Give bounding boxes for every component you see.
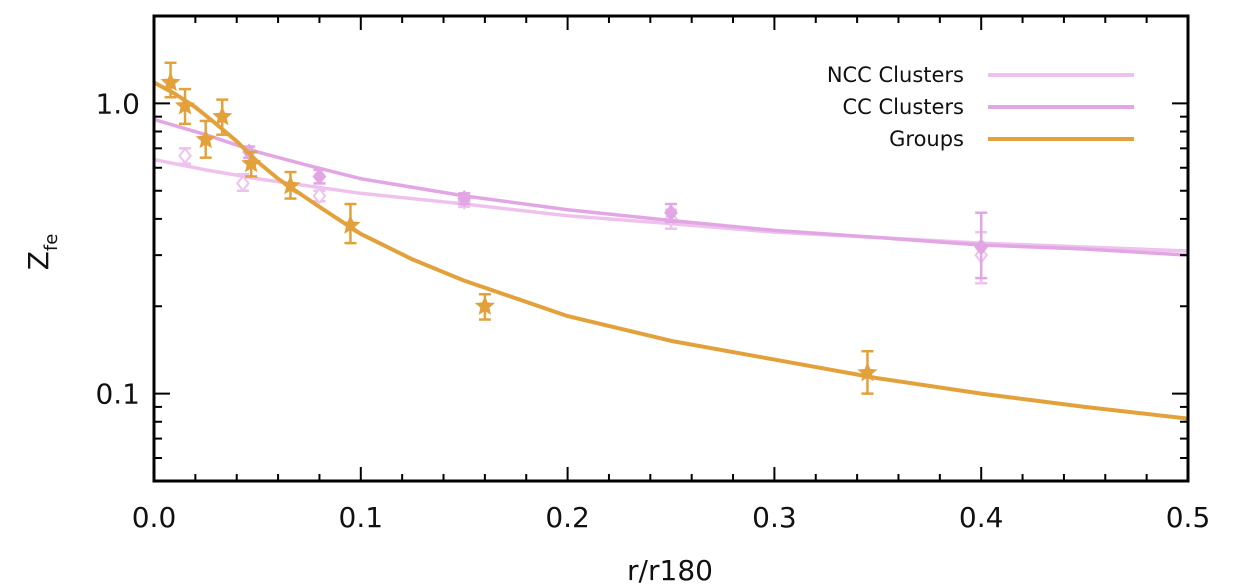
groups-point [174,87,196,126]
groups-point [857,349,878,395]
groups-point [340,202,361,245]
groups-point [241,150,262,178]
groups-marker [280,175,301,195]
ncc-clusters-point [312,187,327,205]
cc-clusters-point [457,189,472,208]
groups-fit-line [154,80,1188,421]
ncc-clusters-marker [312,187,327,205]
cc-clusters-point [664,202,678,224]
y-axis-title: Zfe [22,234,62,271]
legend-label-ncc-clusters: NCC Clusters [827,63,964,87]
x-tick-label: 0.2 [545,501,590,534]
legend-label-cc-clusters: CC Clusters [843,95,964,119]
cc-clusters-marker [974,238,989,256]
groups-marker [241,153,262,173]
groups-point [474,292,495,321]
groups-marker [174,95,196,115]
legend: NCC Clusters CC Clusters Groups [827,63,1134,151]
ncc-clusters-point [178,147,192,165]
groups-point [195,119,216,159]
groups-marker [857,362,878,382]
groups-point [212,98,233,136]
groups-marker [340,214,361,234]
cc-clusters-marker [457,189,472,208]
x-tick-label: 0.3 [752,501,797,534]
plot-area [154,61,1188,421]
legend-label-groups: Groups [889,127,964,151]
x-axis-title: r/r180 [627,554,713,587]
groups-point [280,170,301,200]
groups-marker [474,295,495,315]
y-tick-label: 1.0 [95,87,140,120]
cc-clusters-point [312,167,327,186]
groups-marker [160,71,181,92]
plot-frame [152,14,1190,483]
x-tick-label: 0.5 [1166,501,1211,534]
y-tick-label: 0.1 [95,378,140,411]
groups-point [160,61,181,99]
groups-marker [195,129,216,149]
cc-clusters-point [974,211,989,280]
cc-clusters-marker [664,204,678,222]
x-tick-label: 0.4 [959,501,1004,534]
x-tick-label: 0.0 [132,501,177,534]
cc-clusters-marker [312,167,327,186]
ncc-clusters-marker [236,174,250,193]
ncc-clusters-point [236,172,250,193]
groups-marker [212,106,233,126]
axes: 0.0 0.1 0.2 0.3 0.4 0.5 1.0 0.1 [95,14,1211,534]
ncc-clusters-marker [178,147,192,165]
x-tick-label: 0.1 [339,501,384,534]
